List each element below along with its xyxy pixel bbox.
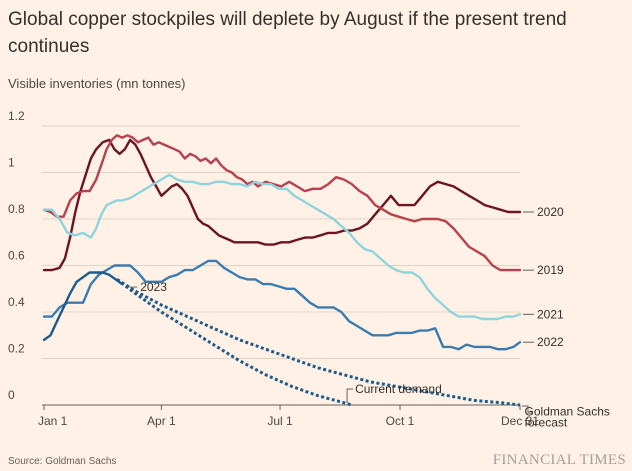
x-tick-label: Apr 1 (147, 414, 176, 428)
series-line-2021 (42, 173, 522, 321)
x-tick-label: Jul 1 (267, 414, 293, 428)
series-line-2019 (42, 134, 522, 272)
grid-layer: 0 0.2 0.4 0.6 0.8 1 1.2 Jan 1 Apr 1 Jul 1 Oct 1 Dec… (8, 109, 539, 428)
x-tick-label: Dec 31 (501, 414, 539, 428)
annotation-2023: 2023 (140, 280, 167, 294)
brand-logo: FINANCIAL TIMES (492, 452, 626, 468)
series-line-2022 (42, 259, 522, 351)
annotation-leader (346, 388, 354, 403)
y-tick-label: 0.2 (8, 342, 25, 356)
x-tick-label: Jan 1 (38, 414, 68, 428)
series-line-current-demand (116, 278, 353, 407)
y-tick-label: 1.2 (8, 109, 25, 123)
series-layer (42, 134, 522, 407)
series-line-2020 (42, 138, 522, 272)
y-tick-label: 1 (8, 156, 15, 170)
series-label-2020: 2020 (537, 205, 564, 219)
y-tick-label: 0.8 (8, 202, 25, 216)
label-layer: 2020 2019 2021 2022 2023 Current demand Goldma… (129, 205, 610, 430)
y-tick-label: 0.6 (8, 249, 25, 263)
series-line-goldman-sachs-forecast (116, 278, 521, 407)
series-line-2023 (42, 271, 124, 342)
y-tick-label: 0.4 (8, 295, 25, 309)
annotation-goldman-sachs: Goldman Sachs (525, 405, 610, 419)
y-axis-label: Visible inventories (mn tonnes) (8, 76, 186, 91)
series-label-2019: 2019 (537, 263, 564, 277)
chart-title: Global copper stockpiles will deplete by… (8, 9, 567, 57)
series-label-2021: 2021 (537, 307, 564, 321)
y-tick-label: 0 (8, 388, 15, 402)
annotation-forecast: forecast (525, 416, 568, 430)
x-tick-label: Oct 1 (386, 414, 415, 428)
annotation-leader (522, 405, 532, 414)
annotation-current-demand: Current demand (355, 382, 442, 396)
series-label-2022: 2022 (537, 335, 564, 349)
source-note: Source: Goldman Sachs (8, 456, 117, 467)
